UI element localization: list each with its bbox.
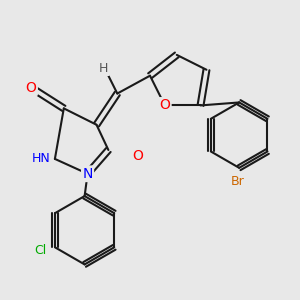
- Text: Br: Br: [231, 175, 244, 188]
- Text: H: H: [99, 62, 109, 75]
- Text: O: O: [159, 98, 170, 112]
- Text: O: O: [26, 81, 37, 94]
- Text: Cl: Cl: [34, 244, 46, 257]
- Text: O: O: [133, 149, 143, 163]
- Text: HN: HN: [32, 152, 50, 165]
- Text: N: N: [82, 167, 93, 181]
